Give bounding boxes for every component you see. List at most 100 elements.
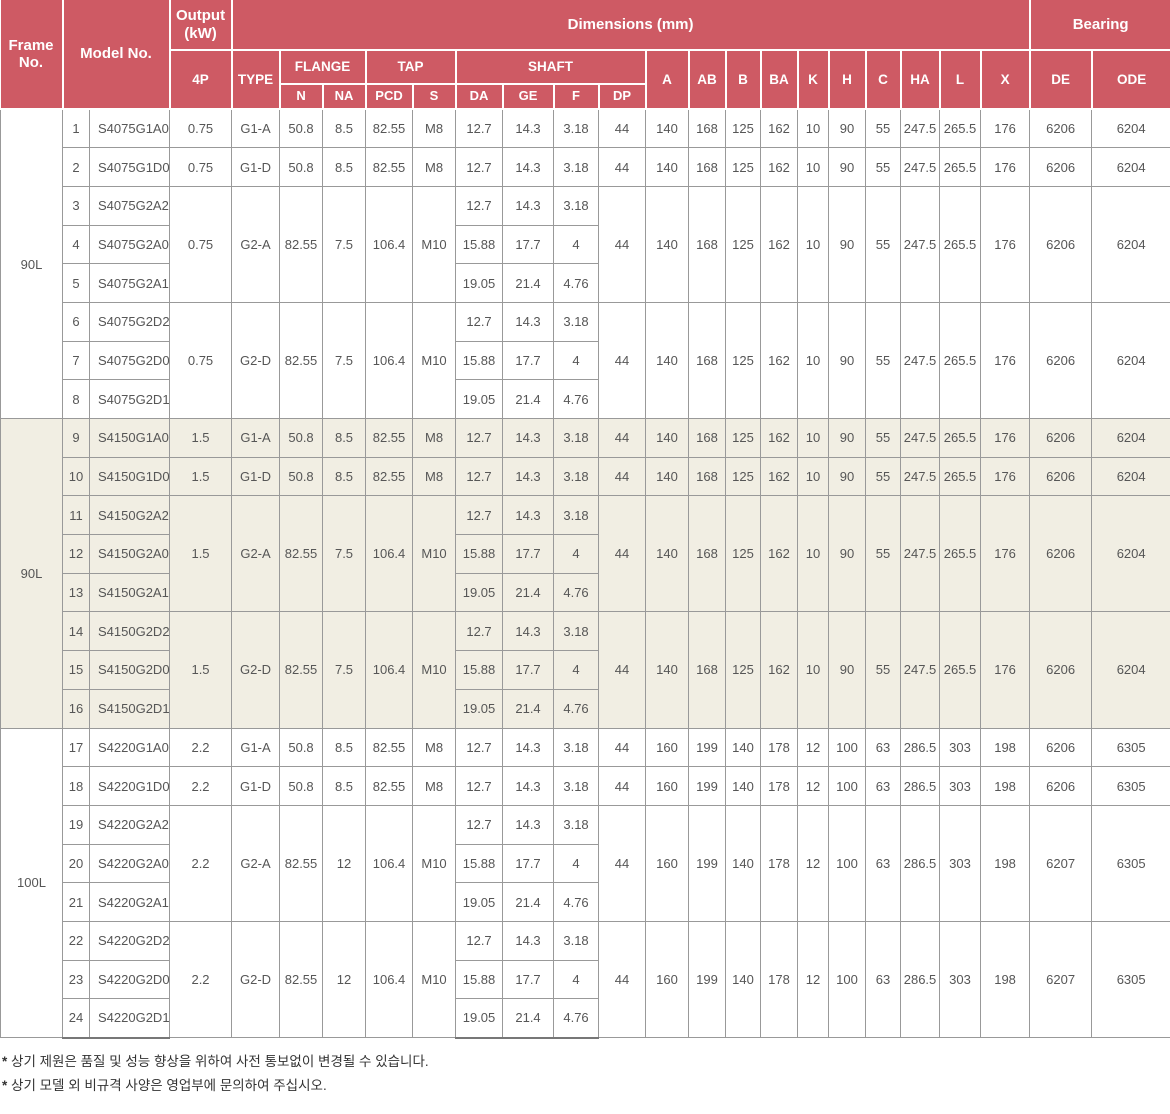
cell: 82.55 [279, 495, 324, 613]
cell: 90 [828, 108, 867, 149]
cell: 44 [598, 418, 647, 458]
cell: 90 [828, 456, 867, 497]
cell: 303 [939, 920, 982, 1039]
cell: 0.75 [169, 185, 233, 303]
model-cell: S4150G2A2 [88, 495, 171, 536]
cell: 44 [598, 108, 647, 149]
cell: 160 [645, 766, 690, 806]
cell: 21.4 [502, 998, 555, 1039]
cell: 265.5 [939, 147, 982, 187]
table-row: 16 S4150G2D1 19.05 21.4 4.76 [1, 688, 1170, 729]
cell: M8 [412, 418, 457, 458]
cell: 140 [725, 727, 762, 768]
model-cell: S4075G2A2 [88, 185, 171, 226]
col-header-n: N [278, 83, 324, 110]
cell: 286.5 [900, 766, 941, 806]
cell: 265.5 [939, 456, 982, 497]
cell: 125 [725, 147, 762, 187]
cell: 265.5 [939, 495, 982, 613]
cell: 168 [688, 611, 727, 729]
col-header-frame-no: Frame No. [0, 0, 64, 110]
cell: 178 [760, 766, 799, 806]
cell: 140 [645, 301, 690, 420]
cell: 140 [725, 920, 762, 1039]
cell: 82.55 [365, 766, 414, 806]
cell: 6206 [1029, 108, 1093, 149]
cell: 21.4 [502, 379, 555, 419]
cell: 199 [688, 727, 727, 768]
cell: 12.7 [455, 418, 504, 458]
cell: 10 [797, 108, 830, 149]
cell: 11 [62, 495, 90, 536]
cell: 8.5 [322, 456, 367, 497]
cell: 125 [725, 611, 762, 729]
col-header-output-kw: Output (kW) [168, 0, 233, 51]
cell: G1-D [231, 766, 281, 806]
cell: 55 [865, 185, 902, 303]
cell: 8.5 [322, 727, 367, 768]
cell: 176 [980, 147, 1031, 187]
table-row: 20 S4220G2A0 15.88 17.7 4 [1, 843, 1170, 884]
model-cell: S4220G1A0 [88, 727, 171, 768]
cell: 12 [322, 920, 367, 1039]
cell: 44 [598, 727, 647, 768]
cell: 1.5 [169, 611, 233, 729]
cell: 100 [828, 920, 867, 1039]
model-cell: S4150G2D2 [88, 611, 171, 652]
cell: 4 [553, 534, 600, 574]
col-header-b: B [724, 49, 762, 110]
col-header-de: DE [1028, 49, 1093, 110]
col-header-bearing: Bearing [1028, 0, 1170, 51]
cell: 21.4 [502, 882, 555, 922]
col-header-flange: FLANGE [278, 49, 367, 85]
cell: 63 [865, 804, 902, 922]
cell: 24 [62, 998, 90, 1039]
footnote-mark: * [2, 1053, 8, 1069]
cell: 4.76 [553, 688, 600, 729]
cell: 160 [645, 804, 690, 922]
cell: 14.3 [502, 920, 555, 961]
col-header-dp: DP [597, 83, 647, 110]
cell: 100 [828, 727, 867, 768]
cell: 8.5 [322, 108, 367, 149]
cell: 12 [322, 804, 367, 922]
col-header-f: F [552, 83, 600, 110]
cell: 178 [760, 804, 799, 922]
cell: 3.18 [553, 495, 600, 536]
cell: 4.76 [553, 572, 600, 613]
cell: M10 [412, 920, 457, 1039]
cell: 140 [645, 418, 690, 458]
model-cell: S4150G2D0 [88, 650, 171, 690]
cell: 5 [62, 263, 90, 303]
cell: 12.7 [455, 920, 504, 961]
cell: 44 [598, 301, 647, 420]
cell: G1-A [231, 727, 281, 768]
cell: 176 [980, 301, 1031, 420]
cell: 162 [760, 108, 799, 149]
col-header-type: TYPE [230, 49, 281, 110]
cell: G1-A [231, 418, 281, 458]
model-cell: S4220G1D0 [88, 766, 171, 806]
cell: 265.5 [939, 611, 982, 729]
cell: 3.18 [553, 456, 600, 497]
cell: 160 [645, 727, 690, 768]
cell: 19.05 [455, 998, 504, 1039]
cell: 12.7 [455, 301, 504, 342]
cell: 17 [62, 727, 90, 768]
cell: 12 [797, 766, 830, 806]
table-row: 13 S4150G2A1 19.05 21.4 4.76 [1, 572, 1170, 613]
cell: 286.5 [900, 920, 941, 1039]
cell: 12 [797, 727, 830, 768]
cell: M10 [412, 495, 457, 613]
cell: 14.3 [502, 185, 555, 226]
spec-table: Frame No. Model No. Output (kW) Dimensio… [0, 0, 1170, 1039]
cell: 21 [62, 882, 90, 922]
cell: 6206 [1029, 147, 1093, 187]
model-cell: S4075G1D0 [88, 147, 171, 187]
col-header-c: C [864, 49, 902, 110]
cell: 247.5 [900, 611, 941, 729]
table-row: 21 S4220G2A1 19.05 21.4 4.76 [1, 882, 1170, 922]
cell: 13 [62, 572, 90, 613]
cell: 10 [797, 456, 830, 497]
cell: 3.18 [553, 804, 600, 845]
